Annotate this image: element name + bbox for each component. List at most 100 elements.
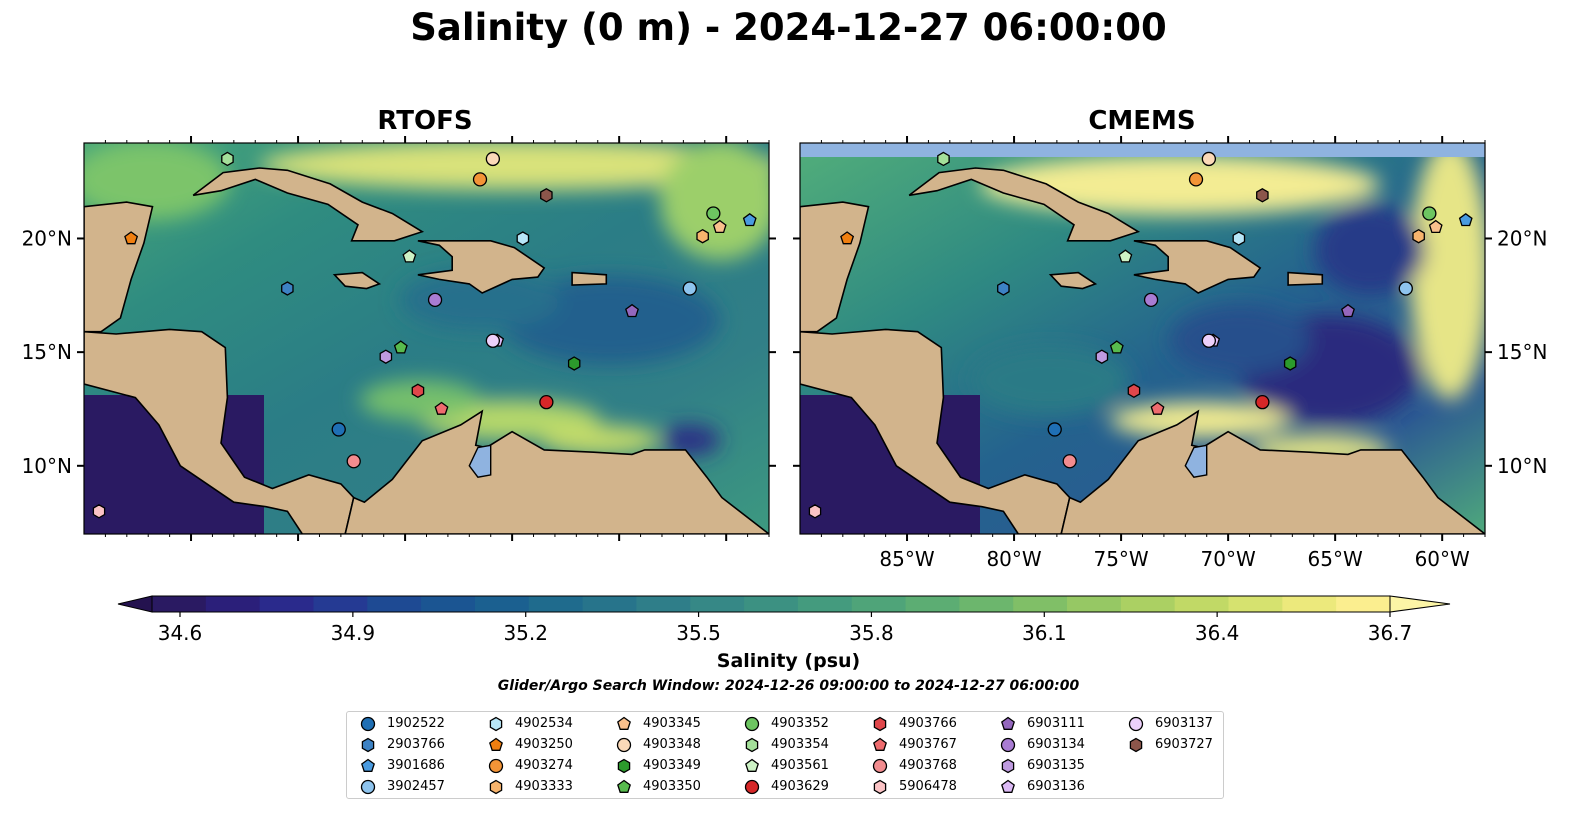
float-marker-5906478: [92, 504, 106, 519]
float-marker-4903350: [1109, 340, 1124, 354]
rtofs-land-cuba: [192, 167, 425, 242]
colorbar-bins: [117, 595, 1451, 613]
float-marker-4903349: [1283, 356, 1297, 371]
float-marker-6903111: [1341, 303, 1355, 318]
float-marker-4903345: [712, 219, 727, 234]
rtofs-land-puertorico: [571, 271, 608, 286]
colorbar-bin: [582, 596, 637, 612]
legend-marker-icon: [744, 716, 760, 732]
float-marker-4902534: [1232, 231, 1246, 246]
float-marker-4903629: [539, 395, 554, 410]
legend-label: 4903767: [899, 737, 957, 752]
legend-marker-6903727: [1129, 737, 1143, 753]
rtofs-land-jamaica: [332, 271, 382, 290]
float-marker-6903134: [427, 292, 443, 308]
colorbar-tick-label: 36.7: [1368, 621, 1413, 645]
cmems-land-southAm: [1060, 409, 1485, 534]
legend-marker-4903250: [489, 737, 503, 751]
float-marker-1902522: [1047, 422, 1062, 437]
colorbar-bin: [905, 596, 960, 612]
colorbar-bin: [205, 596, 261, 612]
legend-marker-icon: [1128, 716, 1144, 732]
float-marker-4903348: [485, 151, 501, 167]
legend-marker-icon: [361, 737, 375, 753]
float-marker-6903111: [625, 303, 639, 318]
cmems-lake-maracaibo: [1184, 444, 1208, 478]
float-marker-4903348: [1201, 151, 1217, 167]
panel-title-rtofs: RTOFS: [377, 106, 473, 136]
lat-tick-label: 10°N: [22, 454, 72, 478]
float-marker-3901686: [1458, 212, 1473, 227]
legend-marker-icon: [617, 779, 631, 793]
legend-marker-4903767: [873, 737, 887, 751]
legend-label: 3902457: [387, 779, 445, 794]
figure-title: Salinity (0 m) - 2024-12-27 06:00:00: [410, 6, 1167, 49]
legend-marker-icon: [361, 758, 375, 772]
legend-label: 4902534: [515, 716, 573, 731]
legend-marker-5906478: [873, 779, 887, 795]
rtofs-salinity-features: [84, 143, 769, 455]
float-marker-6903727: [540, 188, 553, 203]
legend-label: 4903350: [643, 779, 701, 794]
colorbar-tick-label: 36.1: [1022, 621, 1067, 645]
legend-marker-icon: [745, 737, 759, 753]
float-marker-4903768: [1062, 454, 1077, 469]
legend-label: 6903727: [1155, 737, 1213, 752]
colorbar-bin: [421, 596, 476, 612]
float-marker-4903352: [706, 206, 721, 221]
lon-tick-label: 80°W: [986, 547, 1041, 571]
legend-label: 4903352: [771, 716, 829, 731]
legend-label: 4903766: [899, 716, 957, 731]
legend-label: 6903134: [1027, 737, 1085, 752]
legend-marker-icon: [616, 737, 632, 753]
legend-marker-icon: [1129, 737, 1143, 753]
float-marker-4903766: [1127, 383, 1141, 399]
legend-marker-3902457: [360, 779, 376, 795]
legend-label: 1902522: [387, 716, 445, 731]
legend-marker-4903766: [873, 716, 887, 732]
legend-marker-6903137: [1128, 716, 1144, 732]
float-marker-4903274: [1188, 172, 1204, 187]
colorbar-bin: [1228, 596, 1283, 612]
legend-marker-4903345: [617, 716, 631, 730]
legend-marker-icon: [873, 737, 887, 751]
legend-label: 4903274: [515, 758, 573, 773]
float-marker-4903333: [1412, 228, 1425, 244]
lon-tick-label: 75°W: [1093, 547, 1148, 571]
cmems-land-puertorico: [1287, 271, 1324, 286]
legend-marker-icon: [872, 758, 888, 774]
colorbar-tick-label: 34.9: [331, 621, 376, 645]
float-marker-4903352: [1422, 206, 1437, 221]
colorbar-bin: [636, 596, 691, 612]
float-marker-4903767: [434, 401, 449, 415]
float-marker-2903766: [997, 281, 1010, 296]
legend-label: 4903345: [643, 716, 701, 731]
legend-marker-4903349: [617, 758, 631, 774]
legend-marker-4903274: [488, 758, 504, 774]
legend-marker-4902534: [489, 716, 503, 732]
colorbar-bin: [528, 596, 584, 612]
colorbar-bin: [1013, 596, 1068, 612]
rtofs-land-hispaniola: [417, 240, 546, 294]
lat-tick-label-right: 15°N: [1497, 340, 1547, 364]
legend-marker-icon: [1001, 779, 1015, 793]
float-marker-3902457: [1398, 281, 1413, 296]
legend-marker-6903136: [1001, 779, 1015, 793]
cmems-land-jamaica: [1048, 271, 1098, 290]
float-marker-6903137: [485, 333, 501, 348]
legend-label: 4903333: [515, 779, 573, 794]
legend-marker-icon: [745, 758, 759, 772]
legend-marker-6903134: [1000, 737, 1016, 753]
float-marker-6903137: [1201, 333, 1217, 348]
float-marker-4903768: [346, 454, 361, 469]
colorbar-extend-high: [1389, 595, 1451, 613]
float-legend: 1902522 2903766 3901686 3902457 4902534 49032…: [346, 711, 1224, 799]
lat-tick-label-right: 10°N: [1497, 454, 1547, 478]
colorbar-bin: [1067, 596, 1122, 612]
legend-marker-icon: [617, 758, 631, 774]
colorbar-tick-label: 35.2: [503, 621, 548, 645]
legend-marker-1902522: [360, 716, 376, 732]
cmems-map: [800, 143, 1485, 534]
map-panels: 20°N 15°N 10°N 85°W 80°W 75°W 70°W 65°W 60°W 20°N…: [22, 136, 1547, 571]
colorbar-bin: [1120, 596, 1176, 612]
